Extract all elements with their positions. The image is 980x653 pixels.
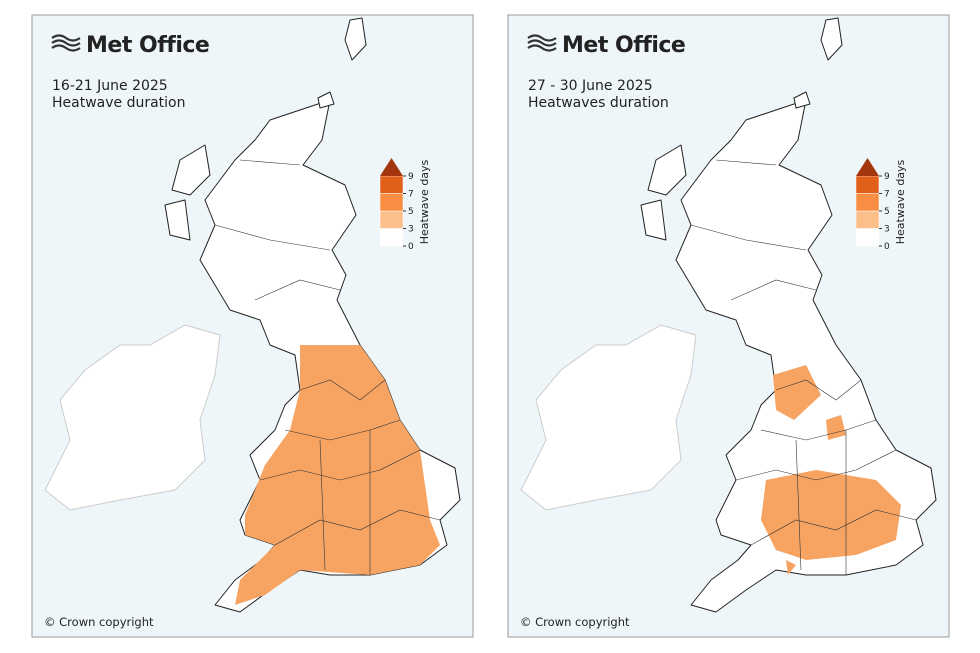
map-title: Heatwaves duration xyxy=(528,95,669,111)
legend-swatch xyxy=(855,210,880,229)
legend-swatch xyxy=(379,210,404,229)
logo-wave xyxy=(527,34,557,42)
legend-swatch xyxy=(855,193,880,212)
island xyxy=(640,199,667,241)
legend-label: 9 xyxy=(884,172,890,182)
logo-wave xyxy=(51,39,81,47)
copyright: © Crown copyright xyxy=(520,615,630,629)
legend-title: Heatwave days xyxy=(418,159,431,244)
legend-swatch xyxy=(379,193,404,212)
logo-wave xyxy=(527,39,557,47)
legend-title: Heatwave days xyxy=(894,159,907,244)
heat-area xyxy=(761,470,901,560)
county-borders xyxy=(214,159,441,575)
date: 27 - 30 June 2025 xyxy=(528,78,653,94)
legend-label: 0 xyxy=(408,242,414,252)
logo-wave xyxy=(51,34,81,42)
ireland xyxy=(44,324,221,511)
legend-label: 0 xyxy=(884,242,890,252)
legend-label: 7 xyxy=(884,190,890,200)
logo-wave xyxy=(51,44,81,52)
date: 16-21 June 2025 xyxy=(52,78,168,94)
ireland xyxy=(520,324,697,511)
legend-swatch xyxy=(855,228,880,247)
island xyxy=(317,91,335,109)
logo-text: Met Office xyxy=(86,33,209,58)
island xyxy=(820,17,843,61)
legend-label: 7 xyxy=(408,190,414,200)
legend-label: 3 xyxy=(884,225,890,235)
island xyxy=(793,91,811,109)
island xyxy=(164,199,191,241)
legend-label: 9 xyxy=(408,172,414,182)
heat-area xyxy=(773,365,821,420)
heat-area xyxy=(796,500,811,530)
logo-wave xyxy=(527,44,557,52)
county-borders xyxy=(690,159,917,575)
island xyxy=(647,144,687,196)
legend-swatch xyxy=(379,228,404,247)
map-title: Heatwave duration xyxy=(52,95,186,111)
legend-label: 5 xyxy=(408,207,414,217)
copyright: © Crown copyright xyxy=(44,615,154,629)
legend-swatch xyxy=(855,175,880,194)
legend-swatch xyxy=(379,175,404,194)
heat-area xyxy=(235,345,440,605)
legend-label: 3 xyxy=(408,225,414,235)
legend-arrow xyxy=(856,158,879,176)
logo-text: Met Office xyxy=(562,33,685,58)
island xyxy=(344,17,367,61)
legend-label: 5 xyxy=(884,207,890,217)
heat-area xyxy=(786,560,796,575)
island xyxy=(171,144,211,196)
legend-arrow xyxy=(380,158,403,176)
